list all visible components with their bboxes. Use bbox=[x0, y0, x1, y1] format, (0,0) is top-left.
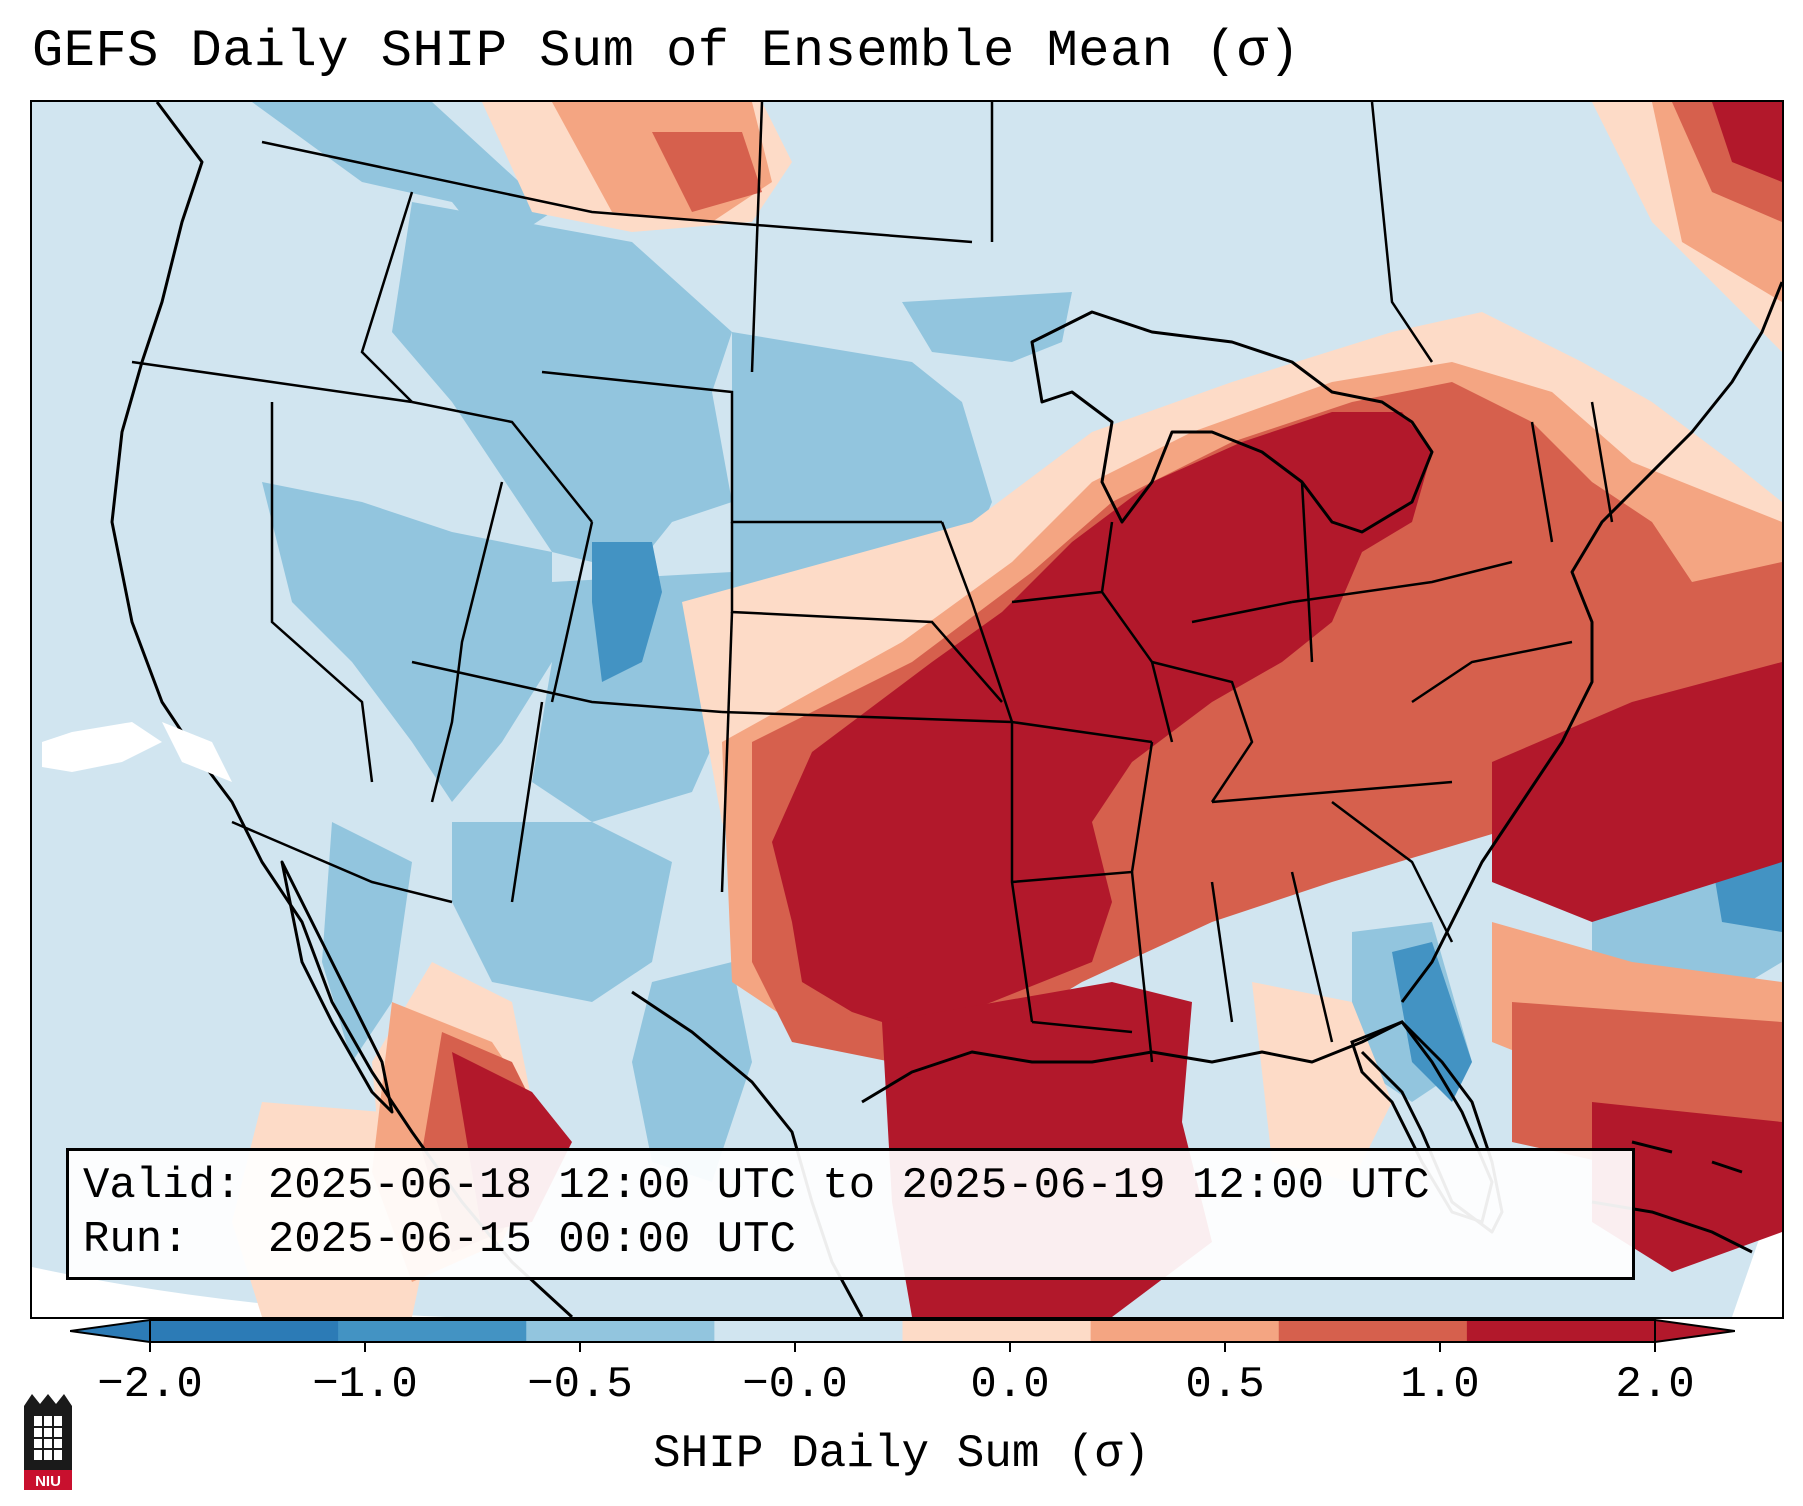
off-projection-area bbox=[32, 1267, 732, 1317]
colorbar-tick-label: −0.0 bbox=[742, 1360, 848, 1410]
colorbar-tick-label: −0.5 bbox=[527, 1360, 633, 1410]
colorbar-segment bbox=[902, 1320, 1092, 1342]
colorbar-tick-mark bbox=[1224, 1342, 1226, 1352]
colorbar-extend-left bbox=[70, 1320, 150, 1342]
colorbar-tick-mark bbox=[794, 1342, 796, 1352]
colorbar-tick-label: −2.0 bbox=[97, 1360, 203, 1410]
colorbar-frame bbox=[149, 1319, 1656, 1343]
valid-time-value: 2025-06-18 12:00 UTC to 2025-06-19 12:00… bbox=[267, 1161, 1430, 1211]
valid-label: Valid: bbox=[83, 1161, 242, 1211]
missing-data-band bbox=[42, 722, 232, 782]
colorbar-tick-label: 2.0 bbox=[1615, 1360, 1695, 1410]
atlantic-coast bbox=[1400, 281, 1782, 1003]
colorbar-segment bbox=[1278, 1320, 1468, 1342]
colorbar-label: SHIP Daily Sum (σ) bbox=[653, 1428, 1150, 1480]
map-panel bbox=[30, 100, 1784, 1319]
map-svg bbox=[32, 102, 1782, 1317]
colorbar-extend-right bbox=[1655, 1320, 1735, 1342]
colorbar-segment bbox=[1090, 1320, 1280, 1342]
colorbar bbox=[70, 1319, 1735, 1343]
run-time-value: 2025-06-15 00:00 UTC bbox=[267, 1215, 796, 1265]
colorbar-tick-label: 1.0 bbox=[1400, 1360, 1480, 1410]
colorbar-tick-mark bbox=[364, 1342, 366, 1352]
colorbar-tick-label: 0.0 bbox=[970, 1360, 1050, 1410]
great-lakes bbox=[1030, 310, 1434, 534]
colorbar-segments bbox=[150, 1320, 1656, 1342]
valid-run-info-box: Valid: 2025-06-18 12:00 UTC to 2025-06-1… bbox=[66, 1148, 1635, 1280]
valid-time-line: Valid: 2025-06-18 12:00 UTC to 2025-06-1… bbox=[83, 1161, 1430, 1211]
colorbar-segment bbox=[526, 1320, 715, 1342]
colorbar-tick-mark bbox=[1439, 1342, 1441, 1352]
logo-text: NIU bbox=[35, 1473, 61, 1490]
baja-california bbox=[280, 860, 394, 1114]
colorbar-tick-label: −1.0 bbox=[312, 1360, 418, 1410]
colorbar-tick-mark bbox=[1009, 1342, 1011, 1352]
colorbar-tick-mark bbox=[579, 1342, 581, 1352]
run-time-line: Run: 2025-06-15 00:00 UTC bbox=[83, 1215, 796, 1265]
niu-logo: NIU bbox=[24, 1394, 72, 1490]
colorbar-segment bbox=[1466, 1320, 1656, 1342]
colorbar-segment bbox=[338, 1320, 527, 1342]
state-borders bbox=[131, 102, 1614, 1063]
colorbar-tick-mark bbox=[149, 1342, 151, 1352]
canada-border bbox=[261, 140, 973, 244]
colorbar-segment bbox=[150, 1320, 339, 1342]
colorbar-tick-mark bbox=[1654, 1342, 1656, 1352]
colorbar-tick-label: 0.5 bbox=[1185, 1360, 1265, 1410]
chart-title: GEFS Daily SHIP Sum of Ensemble Mean (σ) bbox=[32, 22, 1301, 81]
light-blue-anomaly bbox=[252, 102, 1782, 1182]
run-label: Run: bbox=[83, 1215, 189, 1265]
colorbar-segment bbox=[714, 1320, 903, 1342]
